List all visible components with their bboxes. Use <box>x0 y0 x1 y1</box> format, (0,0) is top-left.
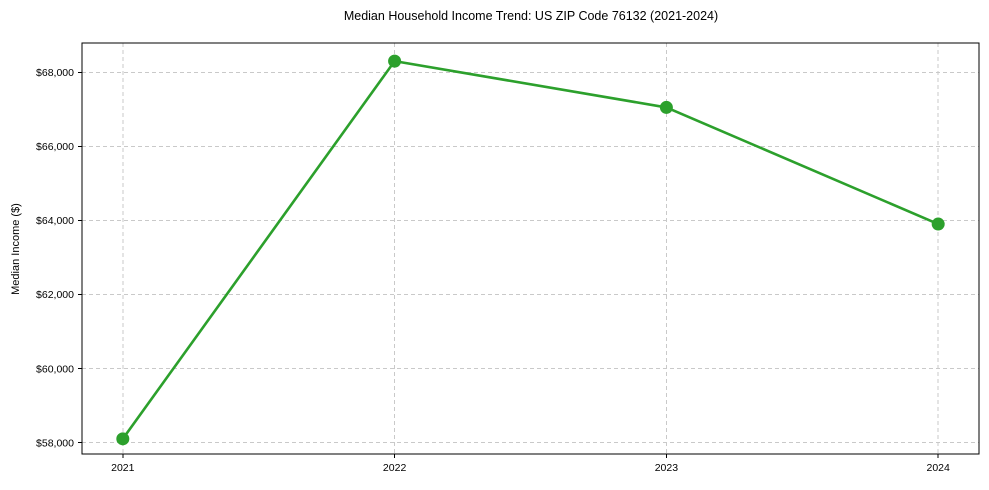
y-tick-label: $62,000 <box>36 289 74 301</box>
x-tick-label: 2023 <box>655 462 679 474</box>
data-point-2021 <box>116 432 130 446</box>
data-point-2022 <box>388 54 402 68</box>
y-tick-label: $66,000 <box>36 141 74 153</box>
trend-line <box>121 59 940 441</box>
y-tick-label: $60,000 <box>36 363 74 375</box>
data-point-2024 <box>931 217 945 231</box>
x-tick-label: 2022 <box>383 462 407 474</box>
chart-title: Median Household Income Trend: US ZIP Co… <box>343 9 719 23</box>
y-tick-label: $58,000 <box>36 437 74 449</box>
x-tick-label: 2021 <box>111 462 135 474</box>
axes-spines <box>81 42 980 455</box>
y-tick-label: $68,000 <box>36 67 74 79</box>
data-point-2023 <box>659 100 673 114</box>
x-tick-label: 2024 <box>927 462 951 474</box>
y-tick-label: $64,000 <box>36 215 74 227</box>
